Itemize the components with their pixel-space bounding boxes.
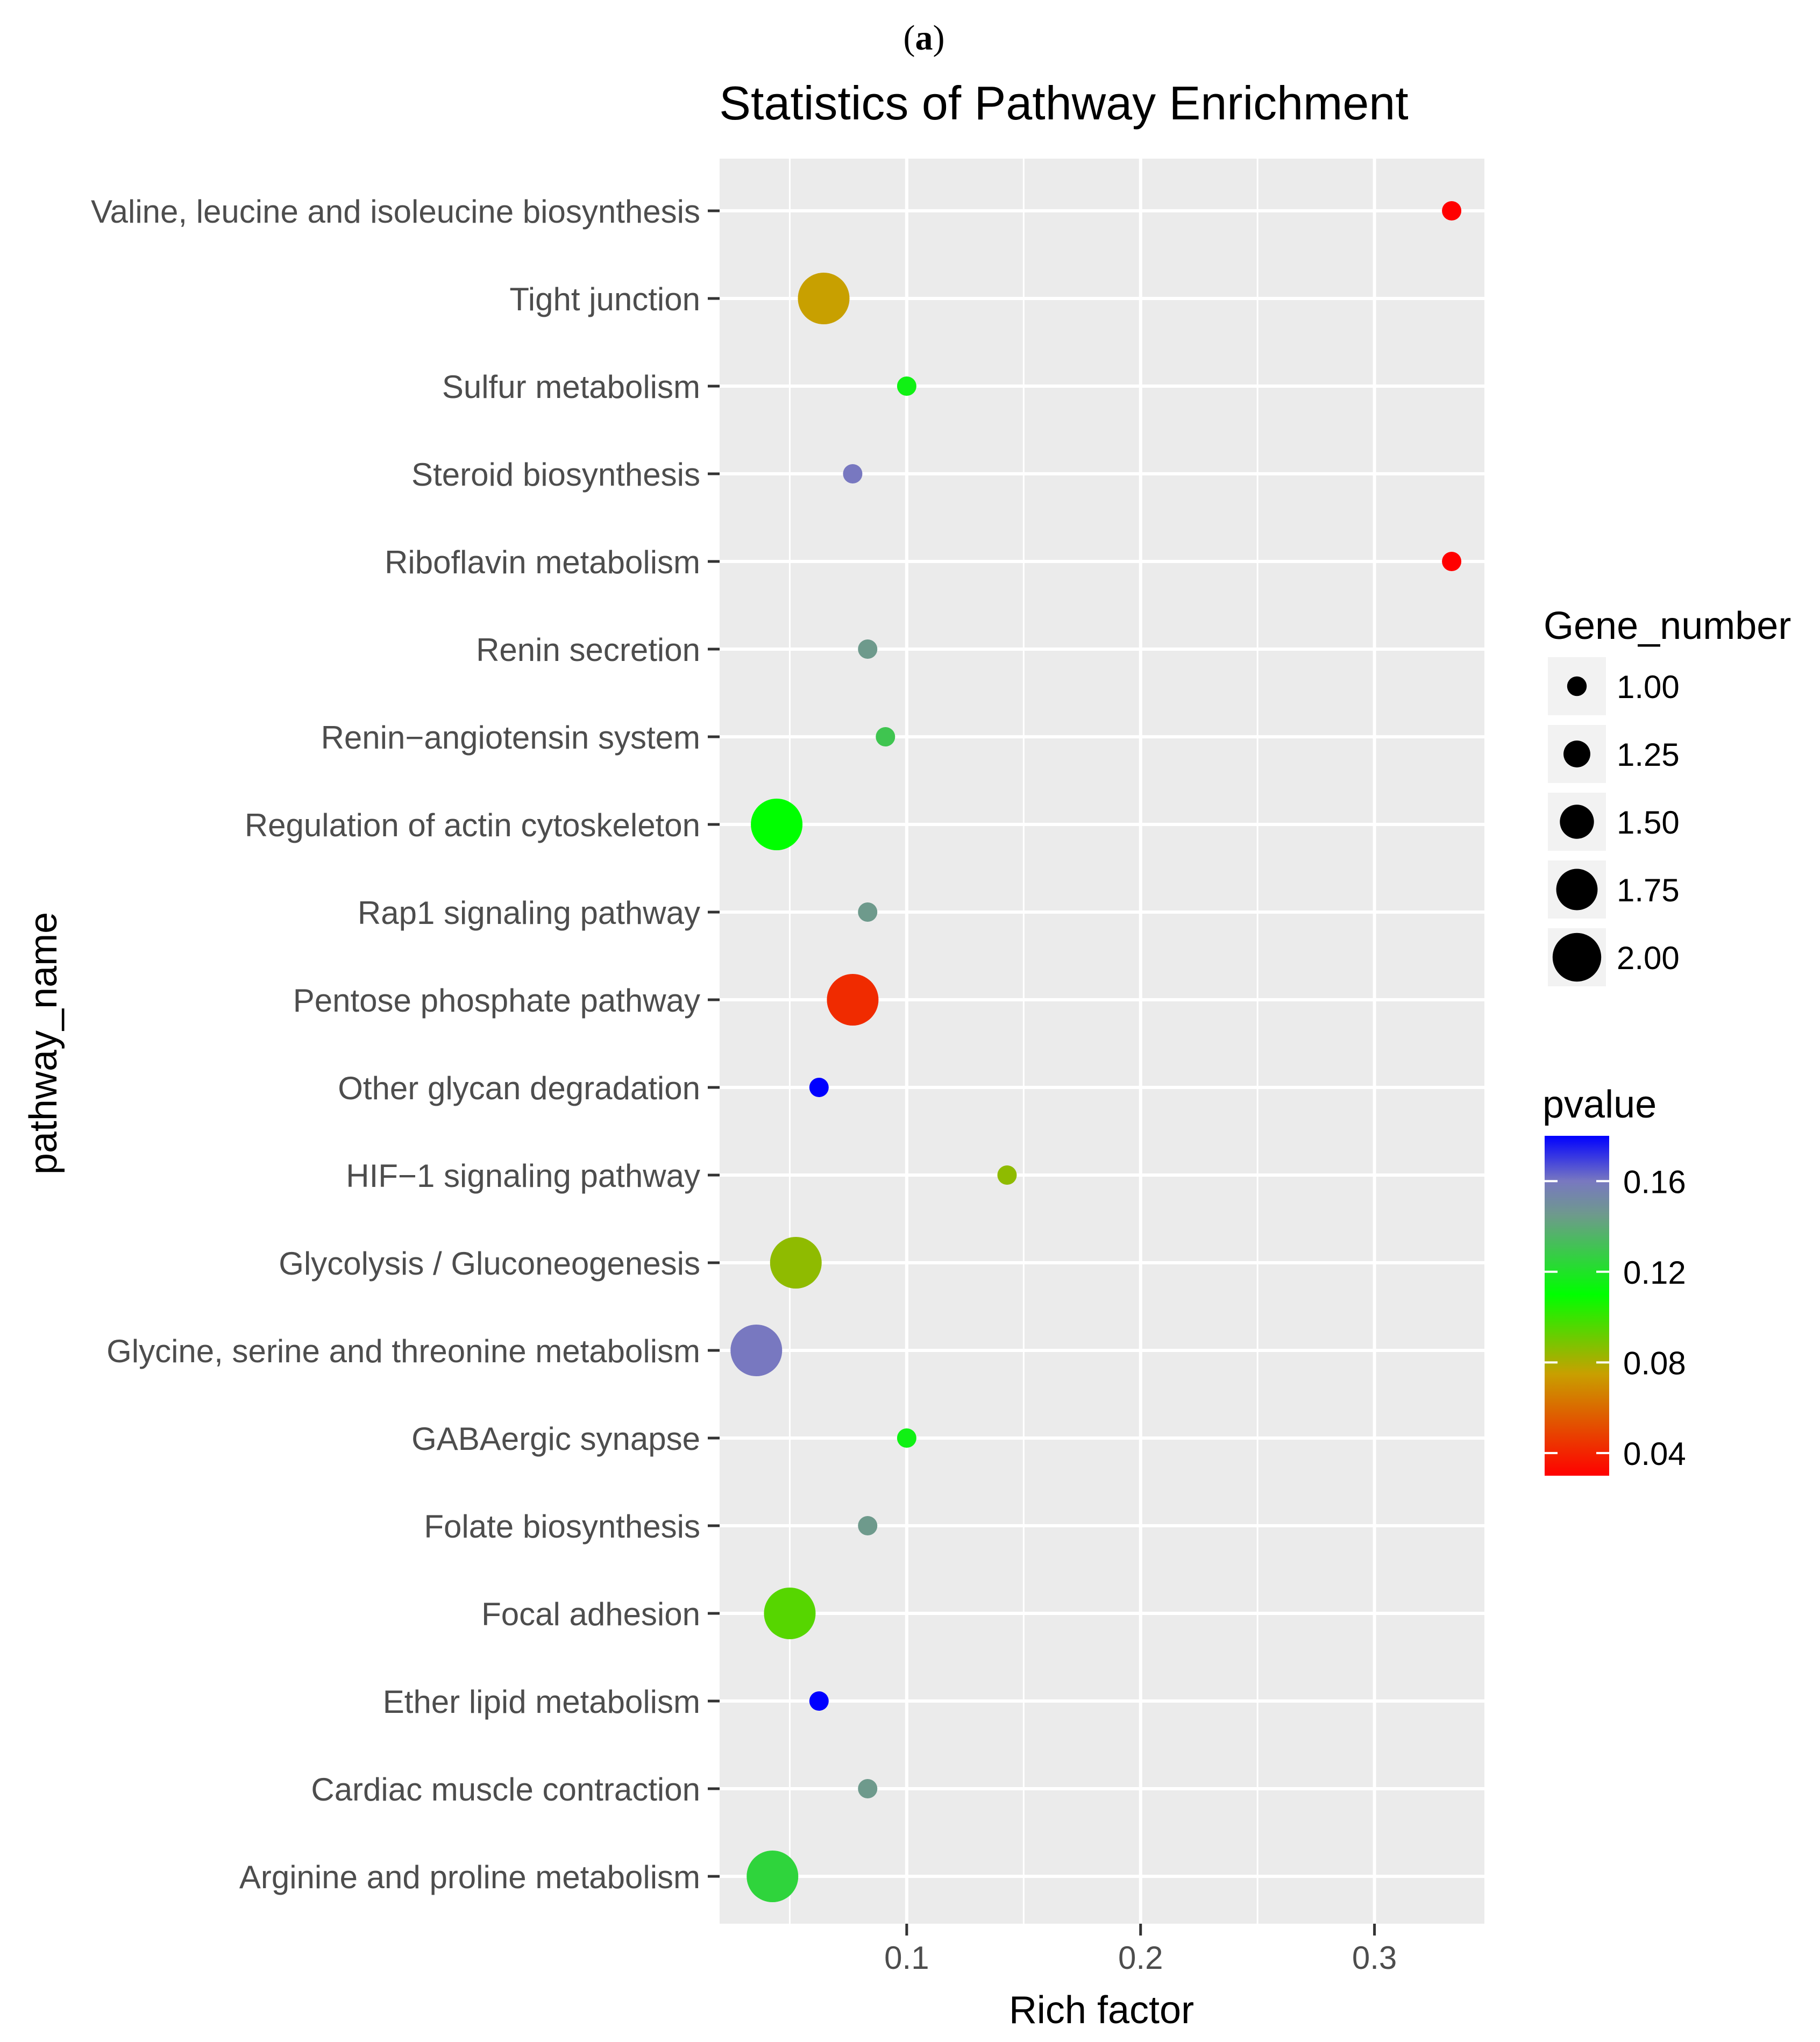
y-tick-label-arginine-and-proline-metabolism: Arginine and proline metabolism	[239, 1859, 700, 1895]
size-legend-label: 1.00	[1617, 669, 1680, 705]
panel-label-open: (	[904, 18, 915, 58]
panel-label-letter: a	[915, 18, 933, 58]
point-focal-adhesion	[764, 1588, 816, 1639]
color-bar	[1545, 1136, 1609, 1476]
y-tick-label-folate-biosynthesis: Folate biosynthesis	[424, 1509, 700, 1545]
point-other-glycan-degradation	[809, 1078, 829, 1097]
point-glycolysis-gluconeogenesis	[770, 1237, 822, 1289]
color-legend-label: 0.08	[1623, 1345, 1686, 1381]
point-renin-angiotensin-system	[876, 727, 895, 746]
point-pentose-phosphate-pathway	[827, 974, 879, 1026]
point-sulfur-metabolism	[897, 376, 916, 396]
point-glycine-serine-and-threonine-metabolism	[730, 1325, 783, 1376]
y-tick-label-sulfur-metabolism: Sulfur metabolism	[442, 369, 700, 405]
y-tick-label-regulation-of-actin-cytoskeleton: Regulation of actin cytoskeleton	[245, 807, 700, 843]
y-axis: Valine, leucine and isoleucine biosynthe…	[91, 194, 720, 1895]
chart-title: Statistics of Pathway Enrichment	[719, 76, 1408, 130]
size-legend-dot	[1560, 805, 1594, 839]
y-tick-label-glycolysis-gluconeogenesis: Glycolysis / Gluconeogenesis	[279, 1246, 700, 1282]
y-tick-label-valine-leucine-and-isoleucine-biosynthesis: Valine, leucine and isoleucine biosynthe…	[91, 194, 700, 230]
x-axis-title: Rich factor	[1009, 1989, 1194, 2032]
size-legend: Gene_number 1.00 1.25 1.50 1.75 2.00	[1544, 604, 1791, 986]
size-legend-keys: 1.00 1.25 1.50 1.75 2.00	[1548, 657, 1680, 986]
y-tick-label-steroid-biosynthesis: Steroid biosynthesis	[411, 457, 700, 493]
panel-label: (a)	[904, 18, 945, 58]
x-tick-label: 0.3	[1352, 1940, 1397, 1976]
plot-panel	[720, 159, 1484, 1924]
y-tick-label-glycine-serine-and-threonine-metabolism: Glycine, serine and threonine metabolism	[106, 1333, 700, 1369]
point-ether-lipid-metabolism	[809, 1691, 829, 1711]
point-hif-1-signaling-pathway	[997, 1165, 1017, 1185]
y-tick-label-rap1-signaling-pathway: Rap1 signaling pathway	[358, 895, 700, 931]
color-legend-ticks: 0.16 0.12 0.08 0.04	[1545, 1164, 1686, 1472]
y-tick-label-renin-angiotensin-system: Renin−angiotensin system	[321, 720, 700, 756]
y-tick-label-tight-junction: Tight junction	[509, 281, 700, 317]
point-renin-secretion	[858, 639, 878, 659]
y-tick-label-cardiac-muscle-contraction: Cardiac muscle contraction	[311, 1771, 700, 1808]
size-legend-label: 1.75	[1617, 872, 1680, 908]
size-legend-dot	[1556, 869, 1598, 910]
point-rap1-signaling-pathway	[858, 902, 878, 922]
x-axis: 0.1 0.2 0.3	[884, 1924, 1397, 1976]
size-legend-title: Gene_number	[1544, 604, 1791, 648]
point-cardiac-muscle-contraction	[858, 1779, 878, 1798]
point-folate-biosynthesis	[858, 1516, 878, 1535]
y-tick-label-riboflavin-metabolism: Riboflavin metabolism	[385, 544, 700, 580]
point-tight-junction	[798, 273, 850, 324]
y-tick-label-focal-adhesion: Focal adhesion	[481, 1596, 700, 1632]
color-legend-title: pvalue	[1542, 1083, 1657, 1126]
point-riboflavin-metabolism	[1442, 552, 1462, 571]
y-tick-label-renin-secretion: Renin secretion	[476, 632, 700, 668]
data-points	[730, 201, 1462, 1902]
color-legend-label: 0.12	[1623, 1255, 1686, 1291]
size-legend-dot	[1563, 741, 1590, 767]
size-legend-label: 2.00	[1617, 940, 1680, 976]
color-legend: pvalue 0.16 0.12 0.08 0.04	[1542, 1083, 1686, 1476]
size-legend-dot	[1567, 676, 1587, 696]
size-legend-dot	[1552, 933, 1602, 982]
color-legend-label: 0.16	[1623, 1164, 1686, 1200]
color-legend-label: 0.04	[1623, 1436, 1686, 1472]
y-tick-label-ether-lipid-metabolism: Ether lipid metabolism	[383, 1684, 700, 1720]
size-legend-label: 1.25	[1617, 737, 1680, 773]
x-tick-label: 0.2	[1118, 1940, 1163, 1976]
y-tick-label-hif-1-signaling-pathway: HIF−1 signaling pathway	[346, 1158, 700, 1194]
point-regulation-of-actin-cytoskeleton	[751, 799, 803, 850]
panel-label-close: )	[933, 18, 945, 58]
x-tick-label: 0.1	[884, 1940, 929, 1976]
y-tick-label-pentose-phosphate-pathway: Pentose phosphate pathway	[293, 983, 700, 1019]
size-legend-label: 1.50	[1617, 805, 1680, 841]
y-axis-title: pathway_name	[22, 912, 65, 1175]
point-gabaergic-synapse	[897, 1428, 916, 1448]
grid-lines	[720, 159, 1484, 1924]
y-tick-label-other-glycan-degradation: Other glycan degradation	[338, 1070, 700, 1106]
point-arginine-and-proline-metabolism	[747, 1851, 799, 1902]
point-steroid-biosynthesis	[843, 464, 863, 483]
point-valine-leucine-and-isoleucine-biosynthesis	[1442, 201, 1462, 220]
y-tick-label-gabaergic-synapse: GABAergic synapse	[411, 1421, 700, 1457]
